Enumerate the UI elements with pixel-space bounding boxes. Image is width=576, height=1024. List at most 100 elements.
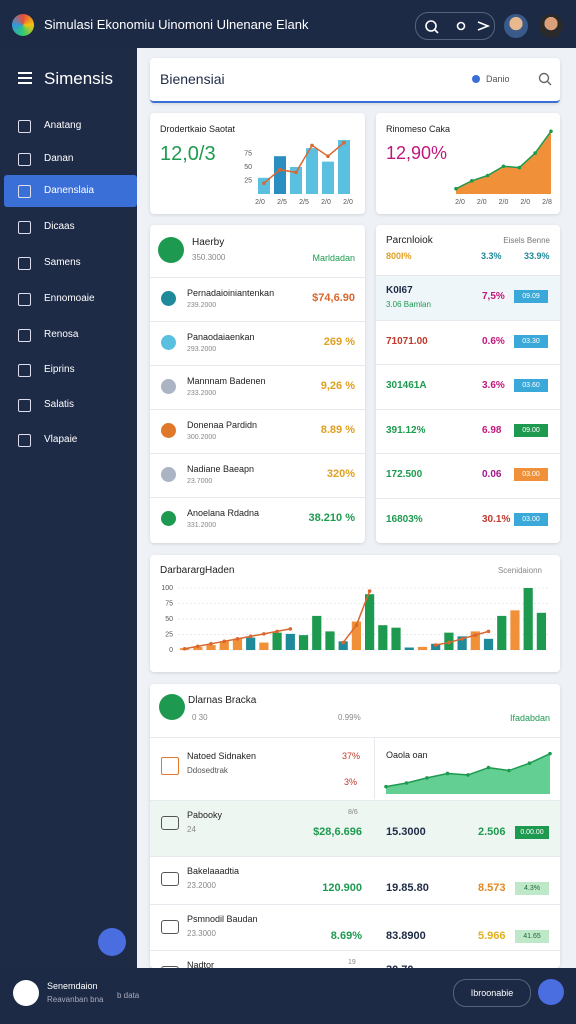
row-bg	[150, 800, 560, 857]
line-point	[533, 151, 537, 155]
bar	[510, 610, 520, 650]
row-value: 8.89 %	[320, 424, 355, 436]
row-c2: 30.70	[386, 964, 414, 968]
list-title: Haerby	[192, 237, 225, 248]
row-sub: Ddosedtrak	[187, 766, 228, 775]
footer-meta: b data	[117, 991, 140, 1000]
row-icon	[161, 966, 179, 968]
line-point	[278, 167, 282, 172]
fab[interactable]	[98, 928, 126, 956]
row-icon	[161, 379, 176, 394]
menu-icon[interactable]	[16, 68, 36, 88]
line-point	[454, 186, 458, 191]
nav-item[interactable]: Salatis	[44, 399, 75, 410]
x-tick-label: 2/0	[455, 199, 465, 206]
nav-item[interactable]: Anatang	[44, 120, 82, 131]
line-point	[466, 773, 470, 777]
mini-chart: 2/0 2/0 2/0 2/0 2/8	[454, 129, 553, 206]
row-bg	[376, 453, 560, 498]
y-tick-label: 75	[244, 150, 252, 157]
bar	[306, 148, 318, 194]
nav-icon	[18, 120, 31, 133]
row-name: Mannnam Badenen	[187, 376, 266, 386]
area	[386, 753, 550, 794]
row-c1: 8.69%	[330, 930, 362, 942]
nav-item[interactable]: Renosa	[44, 329, 79, 340]
bar	[338, 140, 350, 194]
bar	[431, 643, 441, 650]
mini-chart: 25 50 75 2/0 2/5 2/5 2/0 2/0	[244, 140, 353, 206]
row-value: 391.12%	[386, 424, 426, 436]
row-name: Natoed Sidnaken	[187, 751, 257, 761]
row-pct: 0.6%	[482, 335, 505, 347]
avatar[interactable]	[504, 14, 528, 38]
line-point	[473, 633, 478, 637]
line-point	[433, 643, 438, 647]
y-tick-label: 50	[244, 164, 252, 171]
bar	[365, 594, 375, 650]
bar	[246, 637, 256, 650]
filter-dot	[472, 75, 480, 83]
app-title: Simulasi Ekonomiu Uinomoni Ulnenane Elan…	[44, 17, 309, 32]
search-icon[interactable]	[538, 72, 552, 86]
list-action[interactable]: Marldadan	[312, 253, 355, 263]
nav-item[interactable]: Danenslaia	[44, 185, 95, 196]
line-point	[182, 646, 187, 651]
kpi: 800I%	[386, 251, 412, 261]
nav-item[interactable]: Vlapaie	[44, 434, 78, 445]
line-point	[248, 634, 253, 639]
line-point	[548, 751, 552, 756]
row-pct: 30.1%	[482, 513, 511, 525]
logo	[12, 14, 34, 36]
footer-button[interactable]: Ibroonabie	[453, 979, 531, 1007]
bar	[325, 631, 335, 650]
nav-item[interactable]: Samens	[44, 257, 81, 268]
nav-item[interactable]: Ennomoaie	[44, 293, 95, 304]
row-divider	[150, 453, 365, 454]
nav-item[interactable]: Dicaas	[44, 221, 75, 232]
list-subtitle: 350.3000	[192, 253, 226, 262]
row-divider	[150, 497, 365, 498]
toolbar[interactable]	[415, 12, 495, 40]
avatar[interactable]	[539, 14, 563, 38]
line-point	[367, 589, 372, 593]
row-bg	[376, 319, 560, 365]
row-c2: 19.85.80	[386, 882, 429, 894]
y-tick-label: 50	[165, 616, 173, 623]
x-tick-label: 2/5	[277, 199, 287, 206]
topbar: Simulasi Ekonomiu Uinomoni Ulnenane Elan…	[0, 0, 576, 48]
line-point	[209, 642, 213, 646]
footer-fab[interactable]	[538, 979, 564, 1005]
row-bg	[150, 904, 560, 951]
row-sub: 23.2000	[187, 881, 216, 890]
line-point	[549, 129, 553, 134]
table-sub: 0.99%	[338, 713, 361, 722]
nav-icon	[18, 153, 31, 166]
page-title: Bienensiai	[160, 71, 225, 87]
row-sub: 23.3000	[187, 929, 216, 938]
nav-item[interactable]: Danan	[44, 153, 74, 164]
row-pct: 37%	[342, 751, 361, 761]
bar	[274, 156, 286, 194]
line-point	[486, 765, 491, 770]
line-point	[485, 173, 490, 178]
row-value: K0I67	[386, 285, 413, 296]
filter[interactable]: Danio	[486, 74, 510, 84]
row-sub: 239.2000	[187, 302, 217, 309]
table-action[interactable]: Ifadabdan	[509, 713, 550, 723]
bar	[206, 645, 216, 650]
row-tag: 03.00	[514, 512, 548, 526]
nav-icon	[18, 257, 31, 270]
bar	[258, 177, 270, 194]
row-divider	[150, 409, 365, 410]
nav-item[interactable]: Eiprins	[44, 364, 75, 375]
nav-icon	[18, 434, 31, 447]
row-pct: 3.6%	[482, 380, 505, 391]
y-tick-label: 25	[165, 631, 173, 638]
x-tick-label: 2/5	[299, 199, 309, 206]
row-bg	[376, 497, 560, 543]
row-c3: 2.506	[478, 826, 506, 838]
stat-title: Rinomeso Caka	[386, 124, 451, 134]
nav-icon	[18, 221, 31, 234]
chart-link[interactable]: Scenidaionn	[497, 566, 542, 575]
